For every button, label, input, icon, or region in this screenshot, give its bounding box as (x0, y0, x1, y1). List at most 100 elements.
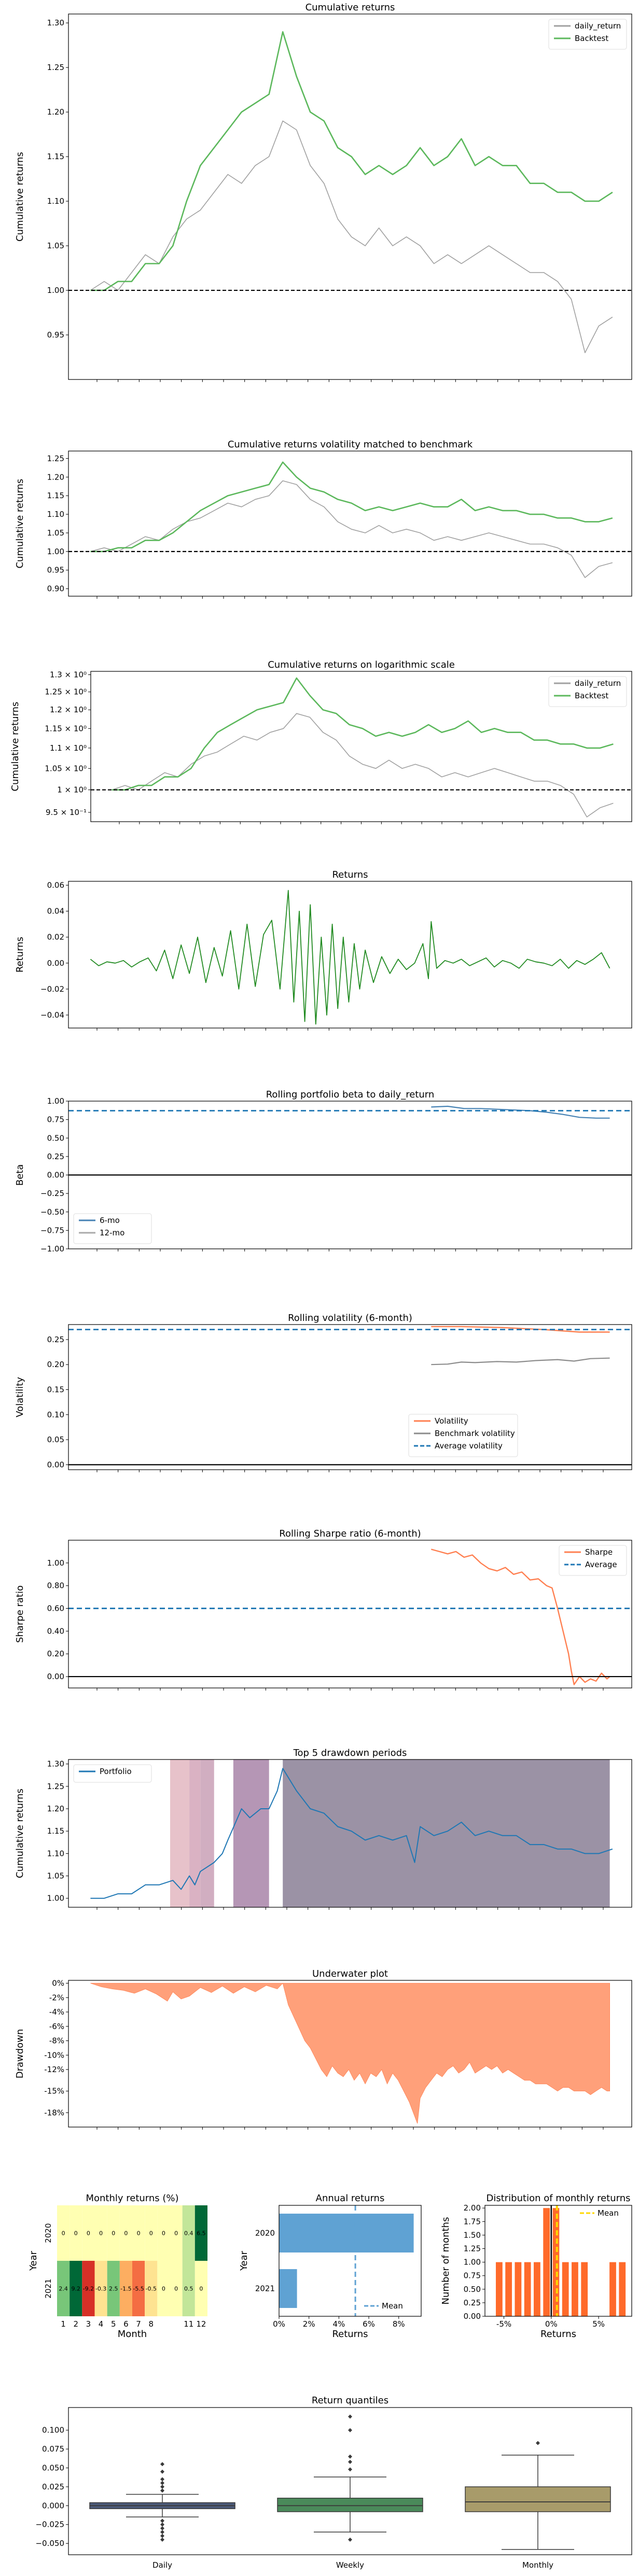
annual-xtick-label-3: 6% (363, 2319, 375, 2329)
drawdown-span-3 (233, 1759, 269, 1907)
box-flier-0-11 (160, 2462, 164, 2467)
dist-bar-5 (543, 2208, 550, 2316)
legend-label-beta-1: 12-mo (100, 1228, 124, 1237)
dist-bar-7 (562, 2262, 569, 2316)
legend-label-cum-0: daily_return (575, 21, 621, 31)
title-cumlog: Cumulative returns on logarithmic scale (268, 659, 455, 670)
heatmap-cell-0-8 (157, 2205, 170, 2261)
ytick-label-beta-4: 0.00 (47, 1171, 64, 1180)
series-line-cumvol-1 (90, 461, 613, 553)
dist-ytick-label-3: 0.75 (464, 2271, 481, 2281)
annual-category-0: 2020 (255, 2229, 275, 2238)
ylabel-vol: Volatility (15, 1377, 25, 1417)
quant-ytick-label-3: 0.025 (42, 2482, 64, 2491)
dist-bar-9 (581, 2262, 588, 2316)
heatmap-cell-1-9 (170, 2261, 183, 2316)
ytick-label-cumlog-4: 1.15 × 10⁰ (45, 724, 87, 733)
ylabel-cumvol: Cumulative returns (15, 479, 25, 569)
heatmap-value-0-9: 0 (174, 2230, 178, 2237)
ytick-label-dd-5: 1.25 (47, 1782, 64, 1791)
ytick-label-dd-6: 1.30 (47, 1759, 64, 1769)
heatmap-value-1-5: -1.5 (120, 2286, 131, 2292)
box-category-0: Daily (152, 2560, 172, 2570)
series-line-cumlog-1 (112, 677, 614, 791)
ytick-label-vol-3: 0.15 (47, 1385, 64, 1395)
heatmap-value-1-7: -0.5 (146, 2286, 157, 2292)
ylabel-cumlog: Cumulative returns (10, 702, 21, 792)
ylabel-uw: Drawdown (15, 2029, 25, 2079)
box-flier-1-3 (348, 2428, 352, 2432)
ytick-label-beta-3: −0.25 (40, 1189, 64, 1198)
title-rets: Returns (332, 869, 368, 880)
ytick-label-vol-2: 0.10 (47, 1410, 64, 1419)
ylabel-rets: Returns (15, 937, 25, 973)
heatmap-cell-1-3 (94, 2261, 107, 2316)
ytick-label-cumlog-3: 1.1 × 10⁰ (50, 743, 87, 753)
legend-box-dd (73, 1764, 152, 1783)
heatmap-value-0-7: 0 (149, 2230, 153, 2237)
box-flier-1-4 (348, 2414, 352, 2419)
annual-bar-1 (279, 2269, 297, 2308)
dist-bar-2 (515, 2262, 522, 2316)
ytick-label-beta-1: −0.75 (40, 1226, 64, 1235)
box-flier-0-0 (160, 2537, 164, 2542)
heatmap-cell-1-11 (195, 2261, 207, 2316)
ytick-label-beta-2: −0.50 (40, 1207, 64, 1217)
ytick-label-cumvol-7: 1.25 (47, 454, 64, 463)
heatmap-value-0-1: 0 (74, 2230, 78, 2237)
title-dd: Top 5 drawdown periods (293, 1748, 407, 1758)
xlabel-annual: Returns (332, 2329, 368, 2340)
heatmap-col-label-1: 2 (73, 2319, 78, 2329)
heatmap-cell-0-3 (94, 2205, 107, 2261)
dist-bar-4 (534, 2262, 540, 2316)
box-flier-0-7 (160, 2484, 164, 2489)
axes-frame-rets (68, 881, 632, 1029)
dist-bar-1 (505, 2262, 512, 2316)
heatmap-cell-1-4 (107, 2261, 120, 2316)
ytick-label-cum-7: 1.30 (47, 18, 64, 27)
ytick-label-beta-6: 0.50 (47, 1133, 64, 1143)
ytick-label-uw-6: -12% (44, 2065, 64, 2074)
ylabel-cum: Cumulative returns (15, 152, 25, 242)
series-line-cum-0 (90, 120, 613, 354)
heatmap-col-label-6: 7 (136, 2319, 141, 2329)
ytick-label-rets-0: −0.04 (40, 1010, 64, 1020)
box-flier-0-8 (160, 2481, 164, 2485)
dist-bar-3 (524, 2262, 531, 2316)
heatmap-value-1-4: 2.5 (109, 2286, 118, 2292)
ytick-label-cumlog-5: 1.2 × 10⁰ (50, 705, 87, 714)
heatmap-cell-1-7 (145, 2261, 158, 2316)
title-beta: Rolling portfolio beta to daily_return (266, 1089, 435, 1100)
ytick-label-rets-1: −0.02 (40, 984, 64, 994)
dist-ytick-label-1: 0.25 (464, 2298, 481, 2307)
dist-xtick-label-1: 0% (545, 2319, 558, 2329)
heatmap-cell-0-0 (57, 2205, 70, 2261)
heatmap-cell-1-10 (182, 2261, 195, 2316)
drawdown-span-2 (200, 1759, 214, 1907)
title-dist: Distribution of monthly returns (486, 2193, 630, 2204)
heatmap-cell-0-10 (182, 2205, 195, 2261)
ytick-label-uw-7: -15% (44, 2087, 64, 2096)
heatmap-cell-1-6 (132, 2261, 145, 2316)
heatmap-row-label-0: 2020 (44, 2223, 53, 2243)
heatmap-value-1-11: 0 (199, 2286, 203, 2292)
ytick-label-dd-0: 1.00 (47, 1894, 64, 1903)
ytick-label-sharpe-0: 0.00 (47, 1672, 64, 1681)
legend-label-cumlog-1: Backtest (575, 691, 608, 700)
ylabel-beta: Beta (15, 1164, 25, 1186)
box-flier-0-6 (160, 2488, 164, 2493)
legend-label-dist: Mean (598, 2208, 619, 2218)
heatmap-row-label-1: 2021 (44, 2278, 53, 2298)
heatmap-cell-0-4 (107, 2205, 120, 2261)
dist-ytick-label-4: 1.00 (464, 2258, 481, 2267)
title-monthly: Monthly returns (%) (86, 2193, 178, 2204)
dist-xtick-label-2: 5% (592, 2319, 605, 2329)
box-category-1: Weekly (336, 2560, 364, 2570)
dist-ytick-label-0: 0.00 (464, 2312, 481, 2321)
dist-bar-8 (572, 2262, 578, 2316)
heatmap-cell-1-2 (82, 2261, 95, 2316)
heatmap-value-1-6: -5.5 (133, 2286, 144, 2292)
box-flier-0-5 (160, 2518, 164, 2523)
title-sharpe: Rolling Sharpe ratio (6-month) (279, 1528, 421, 1539)
heatmap-cell-1-5 (119, 2261, 132, 2316)
